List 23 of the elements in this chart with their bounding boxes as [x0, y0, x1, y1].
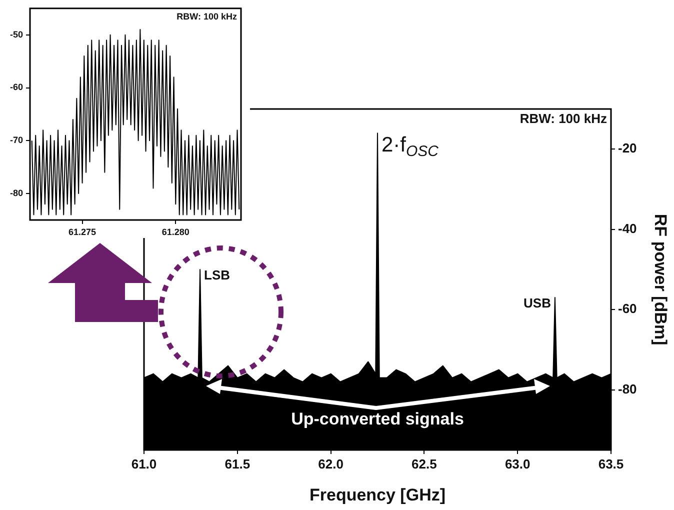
x-tick-label: 61.280 [162, 226, 190, 237]
x-tick-label: 62.0 [318, 456, 344, 472]
annotation: Up-converted signals [291, 410, 464, 429]
y-tick-label: -50 [10, 29, 23, 40]
y-tick-label: -60 [10, 82, 23, 92]
annotation: USB [524, 296, 551, 311]
annotation: RBW: 100 kHz [520, 111, 608, 126]
annotation: LSB [204, 268, 230, 283]
annotation: RBW: 100 kHz [176, 11, 238, 22]
x-axis-title: Frequency [GHz] [309, 485, 446, 504]
x-tick-label: 61.275 [68, 226, 96, 237]
x-tick-label: 63.0 [504, 456, 530, 472]
y-tick-label: -80 [10, 188, 23, 198]
y-tick-label: -40 [618, 220, 637, 236]
y-tick-label: -60 [618, 301, 637, 316]
y-tick-label: -70 [10, 135, 23, 146]
x-tick-label: 63.5 [598, 456, 624, 472]
y-axis-title: RF power [dBm] [651, 214, 670, 346]
x-tick-label: 61.5 [224, 456, 250, 472]
x-tick-label: 61.0 [131, 456, 157, 472]
y-tick-label: -80 [618, 381, 637, 396]
x-tick-label: 62.5 [412, 456, 437, 472]
y-tick-label: -20 [618, 140, 637, 156]
